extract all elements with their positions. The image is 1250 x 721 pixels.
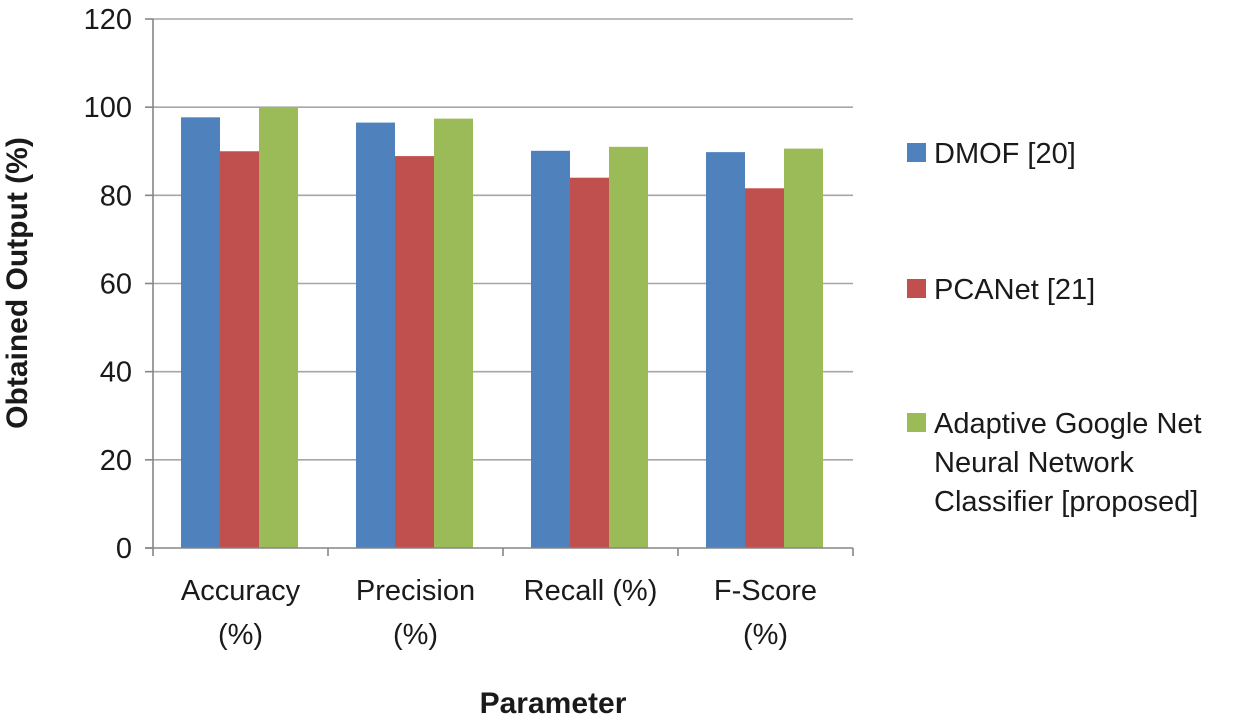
category-label: F-Score (%) (714, 575, 817, 651)
y-tick-label: 60 (100, 269, 132, 301)
legend-label: PCANet [21] (934, 274, 1095, 306)
legend-swatch (907, 413, 926, 432)
legend-label: DMOF [20] (934, 138, 1076, 170)
bar (259, 107, 298, 549)
legend-swatch (907, 279, 926, 298)
legend-swatch (907, 143, 926, 162)
category-label: Recall (%) (524, 575, 658, 607)
bars (181, 107, 823, 549)
y-tick-label: 120 (84, 4, 132, 36)
y-tick-label: 40 (100, 357, 132, 389)
category-label: Accuracy (%) (181, 575, 301, 651)
y-tick-label: 20 (100, 445, 132, 477)
bar (395, 156, 434, 548)
bar (706, 152, 745, 549)
category-labels: Accuracy (%) Precision (%) Recall (%) F-Score… (181, 575, 817, 651)
category-label: Precision (%) (356, 575, 475, 651)
y-tick-label: 0 (116, 533, 132, 565)
y-tick-label: 80 (100, 180, 132, 212)
y-tick-label: 100 (84, 92, 132, 124)
y-axis-title: Obtained Output (%) (1, 137, 34, 429)
bar (356, 122, 395, 549)
bar (531, 150, 570, 548)
bar (181, 117, 220, 548)
y-tick-labels: 0 20 40 60 80 100 120 (84, 4, 132, 565)
axes (145, 18, 854, 556)
bar (745, 188, 784, 548)
bar (220, 151, 259, 548)
bar (609, 146, 648, 548)
bar (570, 177, 609, 548)
legend: DMOF [20] PCANet [21] Adaptive Google Net N… (907, 138, 1202, 518)
legend-label: Adaptive Google Net Neural Network Classif… (934, 408, 1202, 518)
x-axis-title: Parameter (480, 687, 627, 720)
bar (434, 118, 473, 549)
bar (784, 148, 823, 549)
